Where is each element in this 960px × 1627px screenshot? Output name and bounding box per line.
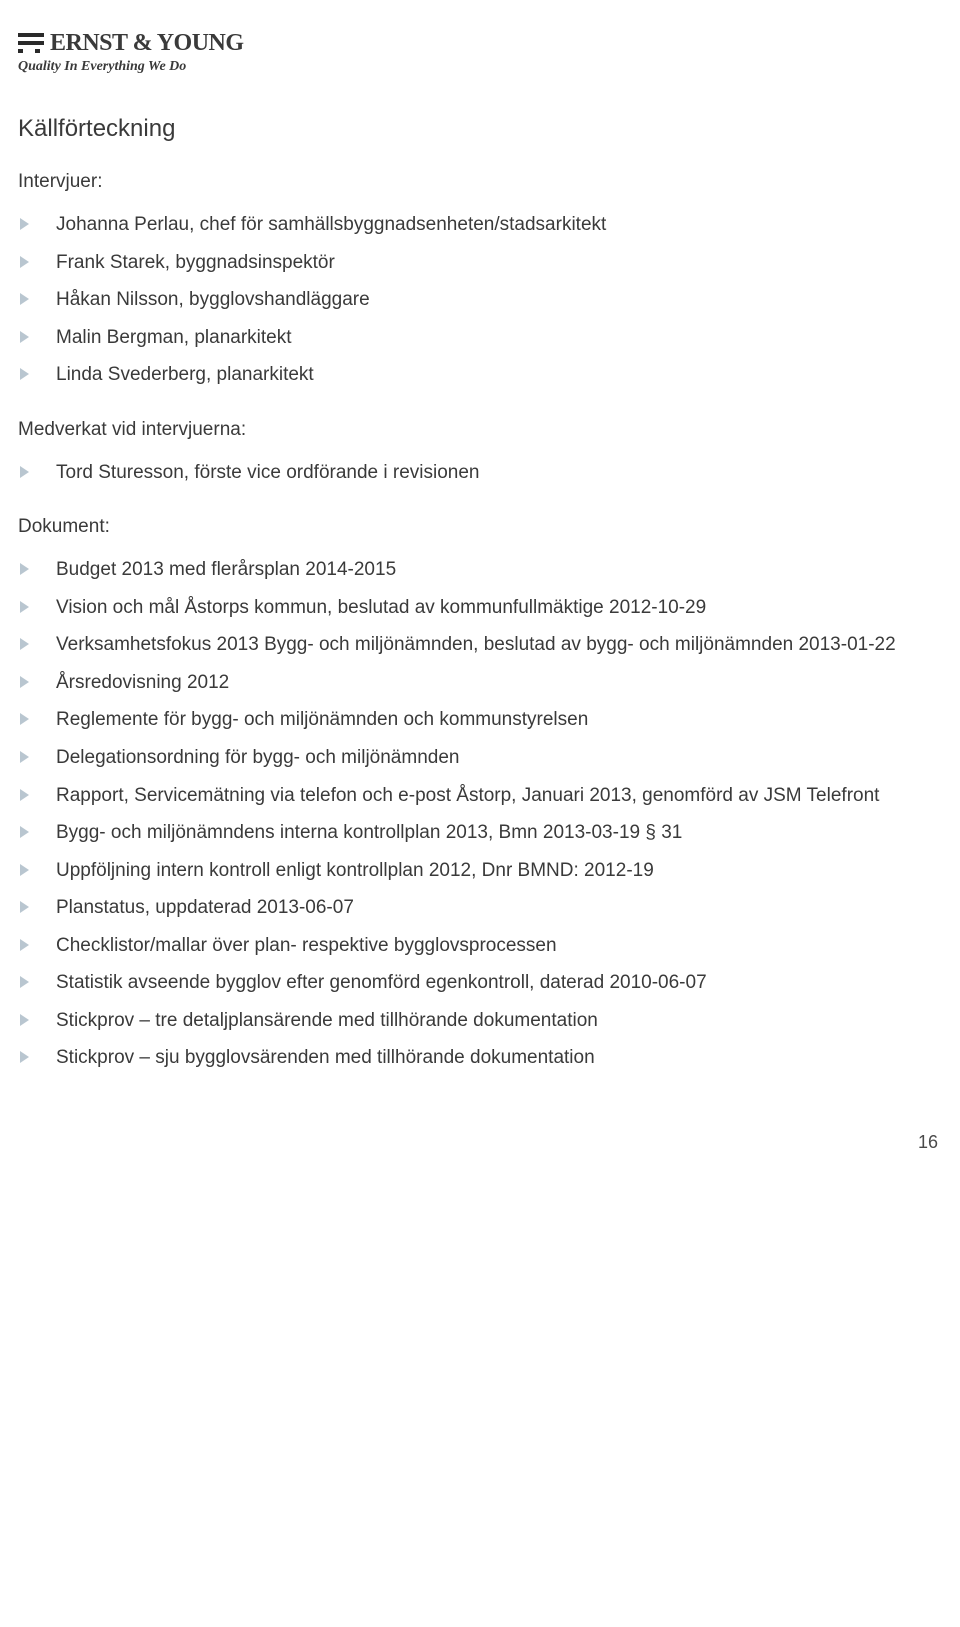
list-item: Stickprov – tre detaljplansärende med ti… — [18, 1007, 950, 1035]
section-label-documents: Dokument: — [18, 516, 950, 538]
list-item: Planstatus, uppdaterad 2013-06-07 — [18, 894, 950, 922]
list-item-text: Uppföljning intern kontroll enligt kontr… — [56, 860, 654, 881]
participated-list: Tord Sturesson, förste vice ordförande i… — [18, 459, 950, 487]
list-item: Delegationsordning för bygg- och miljönä… — [18, 744, 950, 772]
bullet-icon — [20, 293, 29, 305]
list-item-text: Tord Sturesson, förste vice ordförande i… — [56, 462, 480, 483]
list-item-text: Budget 2013 med flerårsplan 2014-2015 — [56, 559, 396, 580]
list-item: Frank Starek, byggnadsinspektör — [18, 249, 950, 277]
list-item: Vision och mål Åstorps kommun, beslutad … — [18, 594, 950, 622]
bullet-icon — [20, 713, 29, 725]
bullet-icon — [20, 638, 29, 650]
list-item: Håkan Nilsson, bygglovshandläggare — [18, 286, 950, 314]
bullet-icon — [20, 368, 29, 380]
list-item-text: Reglemente för bygg- och miljönämnden oc… — [56, 709, 588, 730]
bullet-icon — [20, 218, 29, 230]
bullet-icon — [20, 331, 29, 343]
bullet-icon — [20, 1051, 29, 1063]
page-title: Källförteckning — [18, 115, 950, 143]
list-item-text: Vision och mål Åstorps kommun, beslutad … — [56, 597, 706, 618]
bullet-icon — [20, 1014, 29, 1026]
bullet-icon — [20, 751, 29, 763]
document-page: ERNST & YOUNG Quality In Everything We D… — [0, 0, 960, 1173]
interview-list: Johanna Perlau, chef för samhällsbyggnad… — [18, 211, 950, 389]
section-label-interviews: Intervjuer: — [18, 171, 950, 193]
list-item-text: Frank Starek, byggnadsinspektör — [56, 252, 335, 273]
list-item: Rapport, Servicemätning via telefon och … — [18, 782, 950, 810]
bullet-icon — [20, 676, 29, 688]
list-item-text: Johanna Perlau, chef för samhällsbyggnad… — [56, 214, 606, 235]
list-item: Verksamhetsfokus 2013 Bygg- och miljönäm… — [18, 631, 950, 659]
list-item: Bygg- och miljönämndens interna kontroll… — [18, 819, 950, 847]
logo-block: ERNST & YOUNG Quality In Everything We D… — [18, 30, 950, 75]
list-item: Årsredovisning 2012 — [18, 669, 950, 697]
section-label-participated: Medverkat vid intervjuerna: — [18, 419, 950, 441]
list-item: Johanna Perlau, chef för samhällsbyggnad… — [18, 211, 950, 239]
list-item-text: Verksamhetsfokus 2013 Bygg- och miljönäm… — [56, 634, 896, 655]
bullet-icon — [20, 466, 29, 478]
list-item-text: Linda Svederberg, planarkitekt — [56, 364, 314, 385]
list-item-text: Bygg- och miljönämndens interna kontroll… — [56, 822, 682, 843]
list-item-text: Statistik avseende bygglov efter genomfö… — [56, 972, 707, 993]
list-item: Budget 2013 med flerårsplan 2014-2015 — [18, 556, 950, 584]
list-item-text: Malin Bergman, planarkitekt — [56, 327, 292, 348]
bullet-icon — [20, 789, 29, 801]
bullet-icon — [20, 256, 29, 268]
bullet-icon — [20, 563, 29, 575]
list-item: Reglemente för bygg- och miljönämnden oc… — [18, 706, 950, 734]
logo-mark-icon — [18, 33, 44, 55]
bullet-icon — [20, 976, 29, 988]
bullet-icon — [20, 864, 29, 876]
list-item: Uppföljning intern kontroll enligt kontr… — [18, 857, 950, 885]
list-item-text: Rapport, Servicemätning via telefon och … — [56, 785, 879, 806]
list-item: Statistik avseende bygglov efter genomfö… — [18, 969, 950, 997]
list-item-text: Stickprov – tre detaljplansärende med ti… — [56, 1010, 598, 1031]
list-item: Checklistor/mallar över plan- respektive… — [18, 932, 950, 960]
bullet-icon — [20, 601, 29, 613]
list-item: Malin Bergman, planarkitekt — [18, 324, 950, 352]
list-item-text: Planstatus, uppdaterad 2013-06-07 — [56, 897, 354, 918]
logo-company-name: ERNST & YOUNG — [50, 30, 244, 57]
list-item-text: Årsredovisning 2012 — [56, 672, 229, 693]
bullet-icon — [20, 901, 29, 913]
bullet-icon — [20, 939, 29, 951]
list-item-text: Stickprov – sju bygglovsärenden med till… — [56, 1047, 595, 1068]
bullet-icon — [20, 826, 29, 838]
list-item: Linda Svederberg, planarkitekt — [18, 361, 950, 389]
list-item-text: Håkan Nilsson, bygglovshandläggare — [56, 289, 370, 310]
documents-list: Budget 2013 med flerårsplan 2014-2015 Vis… — [18, 556, 950, 1072]
logo-tagline: Quality In Everything We Do — [18, 59, 950, 75]
list-item-text: Checklistor/mallar över plan- respektive… — [56, 935, 557, 956]
logo-top-row: ERNST & YOUNG — [18, 30, 950, 57]
list-item-text: Delegationsordning för bygg- och miljönä… — [56, 747, 459, 768]
page-number: 16 — [18, 1132, 950, 1153]
list-item: Tord Sturesson, förste vice ordförande i… — [18, 459, 950, 487]
list-item: Stickprov – sju bygglovsärenden med till… — [18, 1044, 950, 1072]
